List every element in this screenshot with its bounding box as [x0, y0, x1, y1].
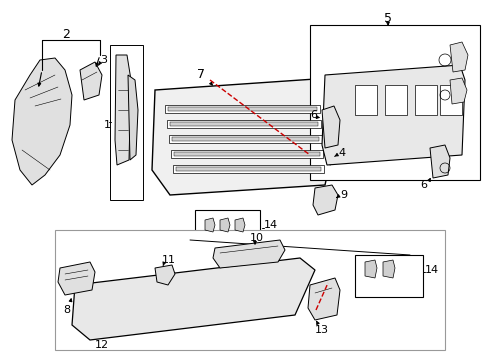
Polygon shape [115, 55, 131, 165]
Text: 3: 3 [100, 55, 107, 65]
Polygon shape [235, 218, 244, 232]
Polygon shape [128, 75, 138, 160]
Polygon shape [429, 145, 449, 178]
Polygon shape [155, 265, 175, 285]
Polygon shape [220, 218, 229, 232]
Text: 9: 9 [339, 190, 346, 200]
Polygon shape [364, 260, 376, 278]
Bar [167, 120, 320, 128]
Text: 11: 11 [162, 255, 176, 265]
Bar [164, 105, 319, 113]
Bar [171, 150, 323, 158]
Polygon shape [312, 185, 337, 215]
Bar [384, 85, 406, 115]
Text: 7: 7 [197, 68, 204, 81]
Bar [439, 85, 461, 115]
Polygon shape [72, 258, 314, 340]
Text: 13: 13 [314, 325, 328, 335]
Bar [55, 230, 444, 350]
Polygon shape [449, 42, 467, 72]
Polygon shape [58, 262, 95, 295]
Polygon shape [213, 240, 285, 268]
Bar [354, 85, 376, 115]
Bar [414, 85, 436, 115]
Polygon shape [382, 260, 394, 278]
Text: 5: 5 [383, 12, 391, 25]
Polygon shape [325, 128, 341, 165]
Text: 14: 14 [264, 220, 278, 230]
Text: 4: 4 [337, 148, 345, 158]
Polygon shape [12, 58, 72, 185]
Text: 2: 2 [62, 28, 70, 41]
Bar [309, 25, 479, 180]
Polygon shape [307, 278, 339, 320]
Bar [195, 210, 260, 250]
Polygon shape [80, 62, 102, 100]
Text: 6: 6 [309, 110, 316, 120]
Bar [174, 152, 319, 156]
Bar [176, 167, 320, 171]
Polygon shape [321, 65, 464, 165]
Polygon shape [449, 78, 466, 104]
Polygon shape [321, 106, 339, 148]
Text: 12: 12 [95, 340, 109, 350]
Bar [170, 122, 317, 126]
Bar [168, 107, 316, 111]
Text: 10: 10 [249, 233, 264, 243]
Polygon shape [152, 78, 345, 195]
Bar [172, 137, 318, 141]
Bar [173, 165, 324, 173]
Text: 1: 1 [104, 120, 111, 130]
Polygon shape [204, 218, 215, 232]
Text: 14: 14 [424, 265, 438, 275]
Bar [110, 45, 142, 200]
Text: 8: 8 [63, 305, 70, 315]
Bar [169, 135, 321, 143]
Bar [354, 255, 422, 297]
Text: 6: 6 [419, 180, 426, 190]
